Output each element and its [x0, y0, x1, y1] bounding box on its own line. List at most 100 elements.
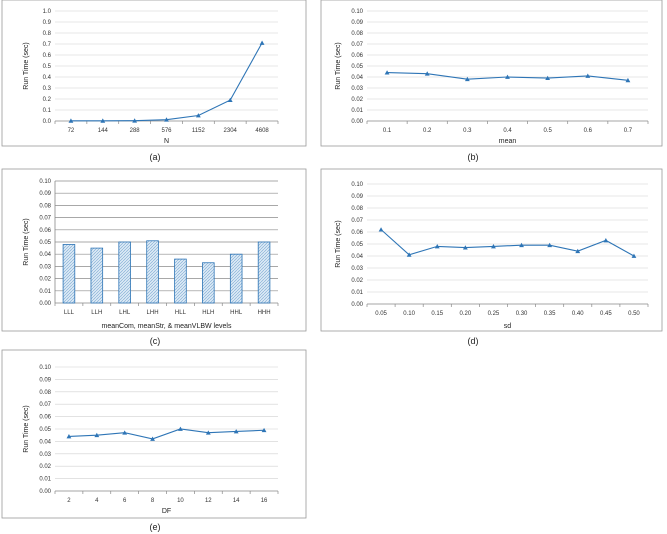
caption-b: (b): [468, 152, 479, 162]
panel-frame-e: [1, 349, 307, 519]
x-axis-title-d: sd: [504, 323, 512, 330]
data-point-d: [378, 227, 384, 232]
data-point-b: [545, 75, 551, 81]
bar-LLL: [62, 244, 76, 304]
data-point-e: [205, 430, 211, 435]
y-axis-title-a: Run Time (sec): [23, 42, 30, 89]
y-tick-label-c: 0.07: [39, 216, 51, 222]
data-point-d: [631, 253, 637, 258]
y-tick-label-a: 0.5: [43, 64, 52, 70]
y-tick-label-c: 0.02: [39, 277, 51, 283]
data-point-e: [233, 429, 239, 434]
y-tick-label-a: 0.7: [43, 42, 52, 48]
bar-HHH: [257, 241, 271, 304]
bar-HLL: [174, 258, 187, 304]
data-point-b: [384, 70, 390, 75]
data-point-b: [464, 76, 470, 82]
y-tick-label-d: 0.05: [351, 242, 363, 248]
x-tick-label-d: 0.45: [600, 311, 612, 317]
data-point-e: [150, 436, 155, 441]
y-tick-label-c: 0.05: [39, 240, 51, 246]
y-tick-label-a: 0.1: [43, 108, 52, 114]
data-point-b: [424, 71, 430, 76]
y-tick-label-d: 0.09: [351, 194, 363, 200]
y-tick-label-e: 0.04: [39, 439, 51, 445]
y-tick-label-a: 0.4: [43, 75, 52, 81]
bar-HHL: [229, 253, 243, 304]
bar-LLH: [90, 247, 104, 304]
y-tick-label-d: 0.03: [351, 266, 363, 272]
bar-HLH: [202, 262, 215, 304]
y-tick-label-a: 0.2: [43, 97, 52, 103]
y-tick-label-a: 0.9: [43, 20, 52, 26]
x-tick-label-d: 0.20: [460, 311, 472, 317]
series-line-e: [68, 428, 265, 440]
y-tick-label-b: 0.04: [351, 75, 363, 81]
x-tick-label-e: 2: [67, 498, 71, 504]
data-point-d: [519, 242, 524, 248]
y-tick-label-e: 0.00: [39, 489, 51, 495]
data-point-e: [178, 426, 183, 431]
data-point-d: [547, 242, 553, 248]
x-tick-label-b: 0.1: [383, 128, 392, 134]
y-tick-label-a: 0.6: [43, 53, 52, 59]
chart-a: 0.0 0.1 0.2 0.3 0.4 0.5 0.6 0.7 0.8 0.9 1.0 72 144 28…: [1, 0, 307, 147]
x-tick-label-c: HHL: [230, 310, 243, 316]
y-axis-title-b: Run Time (sec): [335, 42, 342, 89]
y-tick-label-a: 0.0: [43, 119, 52, 125]
x-tick-label-a: 2304: [224, 128, 238, 134]
caption-a: (a): [150, 152, 161, 162]
y-axis-title-e: Run Time (sec): [23, 405, 30, 452]
x-tick-label-c: LLL: [64, 310, 75, 316]
y-tick-label-c: 0.06: [39, 228, 51, 234]
data-point-e: [66, 434, 72, 439]
x-tick-label-a: 144: [98, 128, 109, 134]
y-axis-title-d: Run Time (sec): [335, 220, 342, 267]
y-tick-label-c: 0.08: [39, 203, 51, 209]
data-point-d: [491, 244, 496, 249]
y-tick-label-e: 0.09: [39, 377, 51, 383]
x-tick-label-b: 0.6: [584, 128, 593, 134]
y-tick-label-c: 0.04: [39, 252, 51, 258]
bar-LHH: [146, 240, 159, 304]
series-line-d: [380, 229, 635, 257]
x-tick-label-c: LHL: [119, 310, 131, 316]
panel-frame-d: [320, 168, 663, 332]
y-tick-label-d: 0.06: [351, 230, 363, 236]
y-tick-label-c: 0.00: [39, 301, 51, 307]
data-point-b: [505, 74, 510, 79]
caption-d: (d): [468, 336, 479, 346]
data-point-a: [259, 40, 265, 45]
x-tick-label-c: HHH: [258, 310, 271, 316]
chart-c: 0.00 0.01 0.02 0.03 0.04 0.05 0.06 0.07 0.08 0.09…: [1, 168, 307, 332]
x-tick-label-a: 4608: [255, 128, 269, 134]
y-tick-label-d: 0.01: [351, 290, 363, 296]
y-tick-label-c: 0.01: [39, 289, 51, 295]
data-point-d: [603, 238, 609, 243]
y-tick-label-e: 0.10: [39, 365, 51, 371]
y-tick-label-b: 0.07: [351, 42, 363, 48]
y-tick-label-d: 0.07: [351, 218, 363, 224]
x-tick-label-d: 0.15: [431, 311, 443, 317]
y-tick-label-d: 0.00: [351, 302, 363, 308]
x-axis-title-c: meanCom, meanStr, & meanVLBW levels: [102, 323, 232, 330]
x-tick-label-e: 12: [205, 498, 212, 504]
y-tick-label-b: 0.01: [351, 108, 363, 114]
y-tick-label-b: 0.02: [351, 97, 363, 103]
y-tick-label-e: 0.08: [39, 390, 51, 396]
data-point-a: [227, 97, 233, 103]
y-tick-label-b: 0.03: [351, 86, 363, 92]
data-point-a: [132, 118, 138, 123]
data-point-e: [122, 430, 128, 435]
x-tick-label-b: 0.3: [463, 128, 472, 134]
data-point-d: [406, 252, 412, 257]
data-point-d: [575, 248, 581, 254]
caption-e: (e): [150, 522, 161, 532]
x-axis-title-b: mean: [499, 138, 517, 145]
y-tick-label-e: 0.03: [39, 452, 51, 458]
y-tick-label-a: 0.8: [43, 31, 52, 37]
data-point-d: [462, 245, 468, 250]
x-tick-label-e: 14: [233, 498, 240, 504]
data-point-a: [68, 118, 74, 123]
